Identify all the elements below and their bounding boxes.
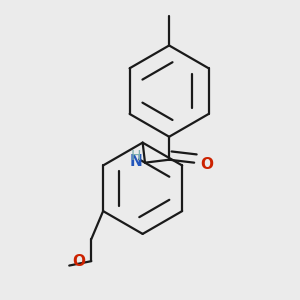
Text: O: O	[201, 157, 214, 172]
Text: H: H	[131, 149, 141, 163]
Text: O: O	[72, 254, 85, 269]
Text: N: N	[130, 154, 142, 169]
